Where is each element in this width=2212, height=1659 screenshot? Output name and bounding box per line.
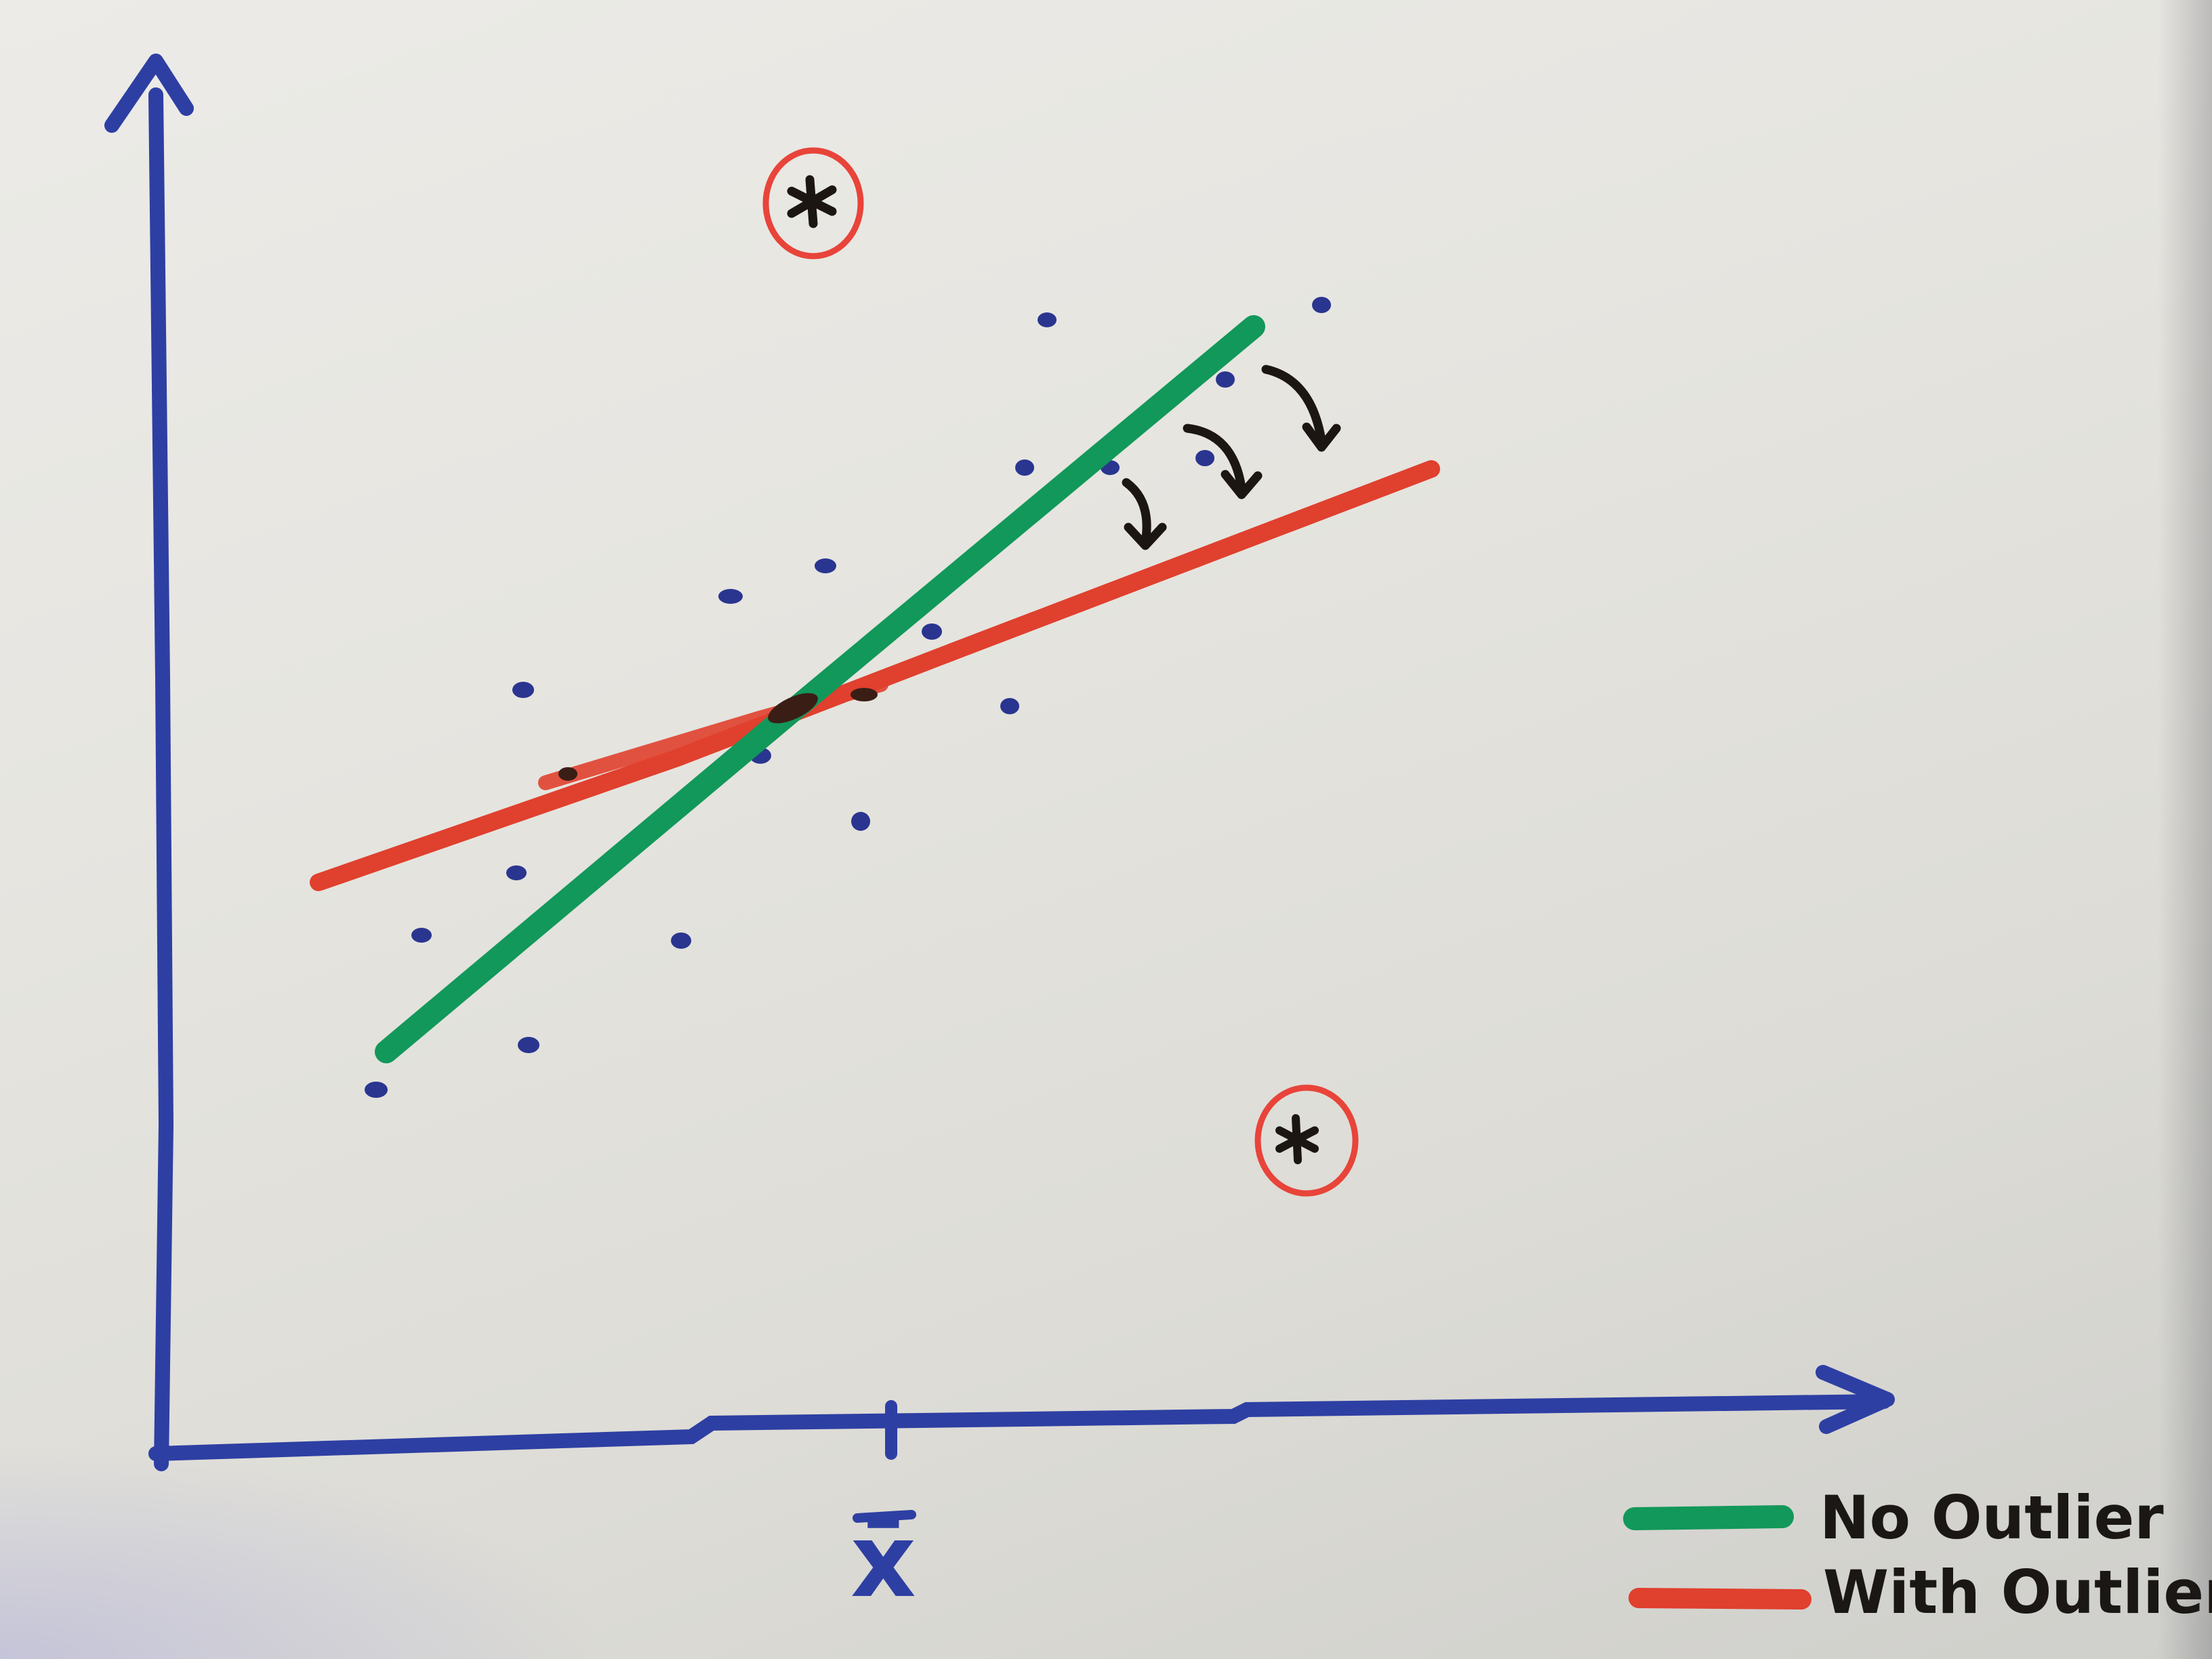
curved-arrow-head: [1221, 470, 1263, 499]
outlier-marker-top: [762, 147, 864, 260]
data-point: [365, 1082, 388, 1098]
data-point: [1312, 297, 1331, 313]
data-point: [1216, 371, 1235, 388]
outlier-marker-bottom: [1254, 1084, 1359, 1197]
bottom-glow: [0, 1442, 610, 1659]
x-bar-overline: [853, 1510, 916, 1523]
legend-label-no-outlier: No Outlier: [1820, 1483, 2164, 1553]
intersection-mark: [558, 767, 577, 781]
data-point: [518, 1037, 539, 1053]
x-mean-label: x̄: [851, 1502, 916, 1620]
data-point: [512, 682, 534, 698]
x-mean-label-group: x̄: [851, 1502, 916, 1620]
curved-arrow: [1261, 365, 1326, 445]
line-intersection-marks: [558, 688, 878, 781]
shift-arrows: [1122, 365, 1341, 550]
outlier-circle: [762, 147, 864, 260]
data-points: [365, 297, 1331, 1098]
data-point: [1000, 698, 1019, 714]
data-point: [815, 558, 836, 573]
data-point: [1038, 312, 1057, 327]
data-point: [1195, 450, 1214, 466]
data-point: [851, 812, 870, 831]
legend-label-with-outlier: With Outlier: [1823, 1557, 2212, 1627]
curved-arrow-head: [1302, 422, 1341, 452]
intersection-mark: [851, 688, 878, 701]
asterisk-icon: [787, 175, 837, 228]
data-point: [506, 865, 527, 880]
data-point: [922, 623, 942, 640]
paper-edge-shadow: [2158, 0, 2212, 1659]
x-axis-arrowhead: [1816, 1365, 1895, 1434]
data-point: [671, 933, 691, 949]
data-point: [411, 928, 432, 943]
with-outlier-line: [310, 460, 1440, 891]
curved-arrow: [1122, 478, 1151, 547]
intersection-mark: [768, 693, 818, 724]
curved-arrow: [1183, 424, 1246, 493]
asterisk-icon: [1275, 1114, 1319, 1164]
y-axis-arrowhead: [104, 54, 194, 133]
data-point: [1015, 459, 1034, 476]
curved-arrow-head: [1124, 523, 1167, 550]
legend-swatch-with-outlier: [1629, 1588, 1811, 1610]
legend-swatch-no-outlier: [1623, 1505, 1794, 1530]
outlier-circle: [1254, 1084, 1359, 1197]
data-point: [718, 589, 743, 604]
x-axis: [148, 1365, 1895, 1461]
y-axis: [104, 54, 194, 1471]
legend: No Outlier With Outlier: [1623, 1483, 2212, 1627]
